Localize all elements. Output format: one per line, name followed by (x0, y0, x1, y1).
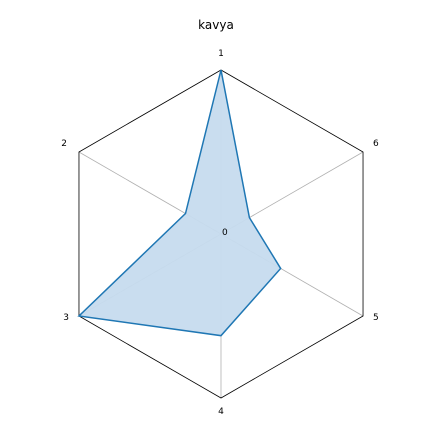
radar-frame (78, 69, 364, 399)
series-line (77, 69, 282, 337)
axis-label-5: 5 (373, 313, 379, 323)
axis-label-4: 4 (218, 407, 224, 417)
label-layer: 1 2 3 4 5 6 0 (61, 49, 379, 417)
axis-label-6: 6 (373, 139, 379, 149)
series-layer (77, 69, 282, 337)
frame-layer (78, 69, 364, 399)
axis-label-3: 3 (63, 313, 69, 323)
axis-label-2: 2 (61, 139, 67, 149)
center-tick-label: 0 (222, 228, 228, 238)
chart-title: kavya (198, 18, 234, 32)
series-area (78, 70, 281, 336)
axis-label-1: 1 (218, 49, 224, 59)
